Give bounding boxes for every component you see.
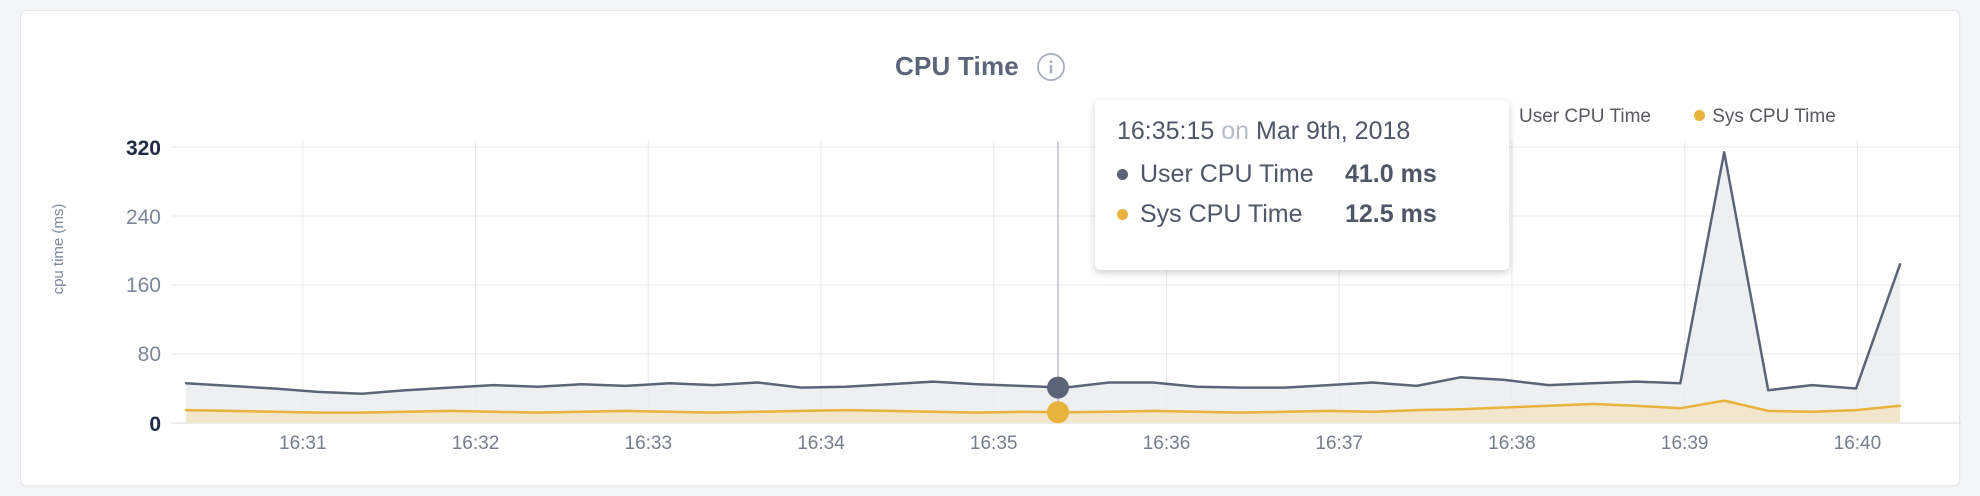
svg-text:16:38: 16:38 bbox=[1488, 433, 1536, 454]
svg-text:16:31: 16:31 bbox=[279, 433, 327, 454]
svg-text:16:35: 16:35 bbox=[970, 433, 1018, 454]
svg-text:240: 240 bbox=[126, 206, 161, 229]
svg-text:320: 320 bbox=[126, 137, 161, 160]
svg-text:16:40: 16:40 bbox=[1834, 433, 1882, 454]
svg-text:16:39: 16:39 bbox=[1661, 433, 1709, 454]
svg-text:16:33: 16:33 bbox=[625, 433, 673, 454]
svg-text:16:34: 16:34 bbox=[797, 433, 845, 454]
svg-text:16:32: 16:32 bbox=[452, 433, 500, 454]
svg-text:16:37: 16:37 bbox=[1315, 433, 1363, 454]
svg-text:0: 0 bbox=[149, 413, 161, 436]
svg-text:160: 160 bbox=[126, 274, 161, 297]
svg-text:16:36: 16:36 bbox=[1143, 433, 1191, 454]
svg-text:80: 80 bbox=[138, 343, 161, 366]
